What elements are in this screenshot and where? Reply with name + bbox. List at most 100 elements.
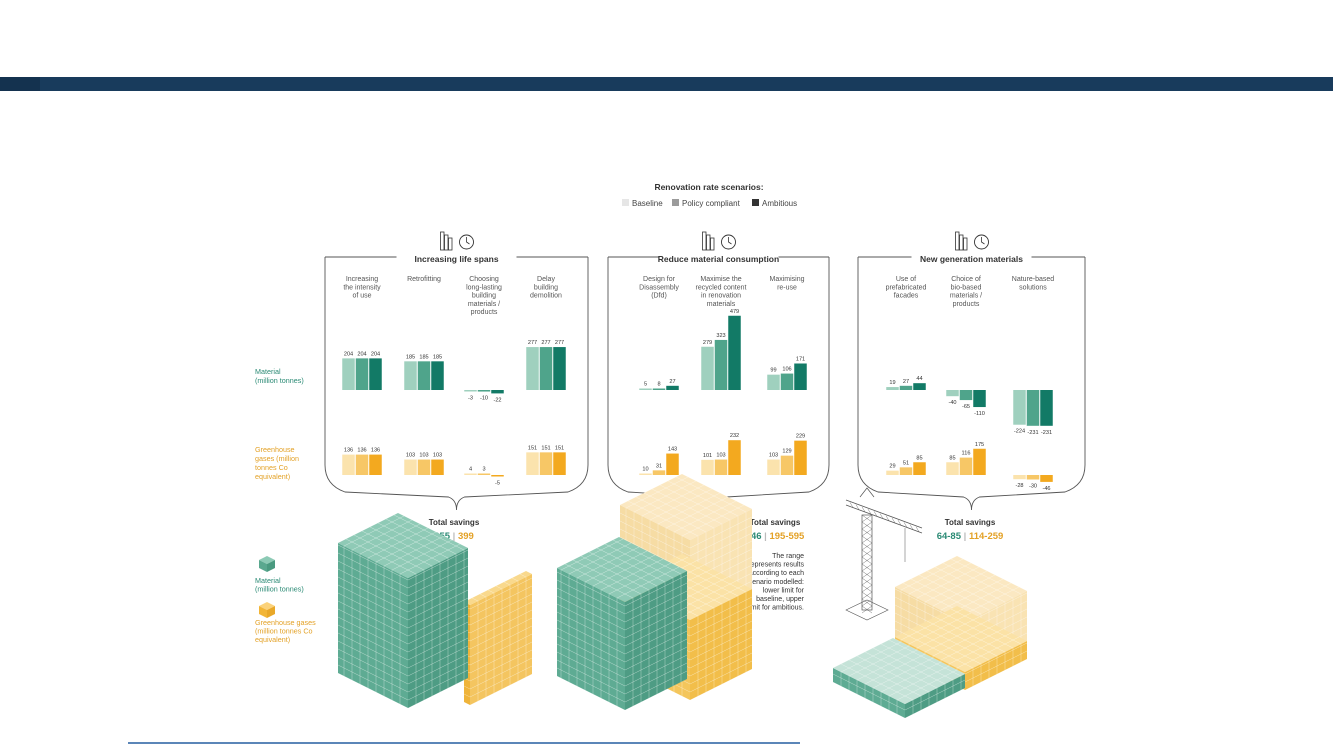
ghg-value-label: 175 (975, 442, 984, 448)
cube-legend-line: Greenhouse gases (255, 618, 316, 627)
material-bar (477, 390, 491, 392)
material-value-label: 479 (730, 309, 739, 315)
material-value-label: 19 (889, 380, 895, 386)
material-value-label: -10 (480, 396, 488, 402)
material-bar (369, 358, 382, 390)
ghg-value-label: 101 (703, 453, 712, 459)
ghg-value-label: 151 (555, 445, 564, 451)
strategy-label: Choice of (951, 276, 981, 283)
total-savings-label: Total savings (429, 518, 480, 527)
material-bar (404, 361, 417, 390)
material-value-label: 323 (716, 333, 725, 339)
ghg-bar (973, 448, 986, 475)
ghg-value-label: 136 (357, 448, 366, 454)
ghg-bar (959, 457, 973, 475)
strategy-label: Maximising (769, 276, 804, 283)
material-bar (794, 363, 807, 390)
material-cube-stack (832, 638, 966, 718)
recycle-icon (721, 234, 736, 250)
legend-swatch (752, 199, 759, 206)
strategy-label: solutions (1019, 284, 1047, 291)
total-savings-label: Total savings (945, 518, 996, 527)
strategy-label: Maximise the (700, 276, 741, 283)
strategy-label: Disassembly (639, 284, 679, 291)
top-banner-cap (0, 77, 40, 91)
material-bar (355, 358, 369, 390)
ghg-value-label: -30 (1029, 484, 1037, 490)
ghg-cube-stack (463, 571, 533, 705)
material-value-label: 106 (782, 367, 791, 373)
panel-outline (857, 257, 1086, 511)
row-label-line: (million tonnes) (255, 376, 304, 385)
material-bar (913, 383, 926, 390)
ghg-bar (714, 459, 728, 475)
ghg-value-label: 136 (371, 448, 380, 454)
strategy-label: Retrofitting (407, 276, 441, 283)
row-label-line: equivalent) (255, 472, 290, 481)
range-note-line: lower limit for (763, 587, 805, 594)
legend-label: Baseline (632, 199, 663, 208)
legend-swatch (672, 199, 679, 206)
material-value-label: -110 (974, 411, 985, 417)
ghg-bar (666, 453, 679, 475)
material-cube-icon (259, 556, 275, 572)
building-icon (440, 231, 453, 251)
panel-3: New generation materials Use ofprefabrica… (857, 231, 1086, 542)
ghg-value-label: 232 (730, 433, 739, 439)
ghg-bar (417, 459, 431, 475)
ghg-bar (1026, 475, 1040, 480)
cube-legend: Material(million tonnes) Greenhouse gases… (255, 556, 316, 644)
material-bar (464, 390, 477, 392)
row-label-line: Material (255, 367, 281, 376)
material-value-label: -224 (1014, 429, 1025, 435)
bottom-rule (128, 742, 800, 744)
material-bar (701, 346, 714, 390)
ghg-value-label: 4 (469, 467, 472, 473)
ghg-value-label: 151 (541, 445, 550, 451)
strategy-label: Nature-based (1012, 276, 1055, 283)
ghg-bar (886, 470, 899, 475)
ghg-value-label: 103 (433, 453, 442, 459)
ghg-cube-icon (259, 602, 275, 618)
strategy-label: building (472, 293, 496, 300)
strategy-label: bio-based (951, 284, 982, 291)
material-value-label: 204 (357, 351, 366, 357)
ghg-value-label: -28 (1015, 483, 1023, 489)
ghg-value-label: 103 (419, 453, 428, 459)
ghg-value-label: 29 (889, 464, 895, 470)
range-note-line: scenario modelled: (745, 579, 804, 586)
range-note-line: limit for ambitious. (748, 605, 804, 612)
material-value-label: -231 (1027, 430, 1038, 436)
material-value-label: 185 (406, 354, 415, 360)
ghg-value-label: 103 (769, 453, 778, 459)
ghg-bar (639, 473, 652, 475)
material-value-label: 185 (433, 354, 442, 360)
material-bar (539, 347, 553, 390)
legend: Baseline Policy compliant Ambitious (622, 199, 797, 208)
material-value-label: 277 (528, 340, 537, 346)
ghg-bar (794, 440, 807, 475)
material-value-label: 279 (703, 340, 712, 346)
material-value-label: 277 (555, 340, 564, 346)
material-bar (767, 374, 780, 390)
ghg-value-label: 116 (962, 451, 971, 457)
ghg-bar (652, 470, 666, 475)
strategy-label: (Dfd) (651, 293, 667, 300)
cube-legend-line: (million tonnes Co (255, 627, 313, 636)
material-bar (1040, 390, 1053, 426)
crane-illustration (845, 487, 923, 621)
ghg-bar (491, 475, 504, 477)
ghg-bar (1040, 475, 1053, 482)
ghg-bar (899, 467, 913, 475)
material-bar (666, 385, 679, 390)
material-value-label: 99 (770, 368, 776, 374)
ghg-bar (464, 473, 477, 475)
ghg-value-label: 10 (642, 467, 648, 473)
panel-2: Reduce material consumption Design forDis… (607, 231, 830, 542)
strategy-label: Increasing (346, 276, 378, 283)
modules-icon (702, 231, 715, 251)
ghg-bar (701, 459, 714, 475)
cube-legend-line: (million tonnes) (255, 585, 304, 594)
material-bar (946, 390, 959, 397)
